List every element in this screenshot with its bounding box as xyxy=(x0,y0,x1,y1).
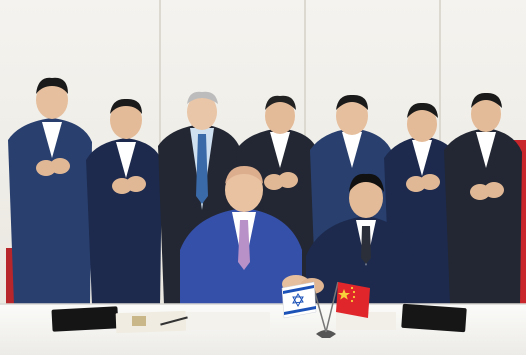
israel-flag-icon xyxy=(281,281,317,319)
person-standing-7 xyxy=(444,92,522,305)
pen xyxy=(160,316,188,326)
document-paper-left xyxy=(115,310,187,334)
person-standing-2 xyxy=(86,98,162,305)
document-seal-left xyxy=(132,316,146,326)
document-paper-right xyxy=(336,312,396,330)
seated-signatory-left xyxy=(180,166,302,312)
china-flag-icon xyxy=(336,282,370,318)
person-standing-1 xyxy=(8,77,92,305)
black-folder-left xyxy=(51,306,119,332)
black-folder-right xyxy=(401,303,467,333)
seated-signatory-right xyxy=(306,173,414,312)
document-paper-center xyxy=(186,312,270,330)
